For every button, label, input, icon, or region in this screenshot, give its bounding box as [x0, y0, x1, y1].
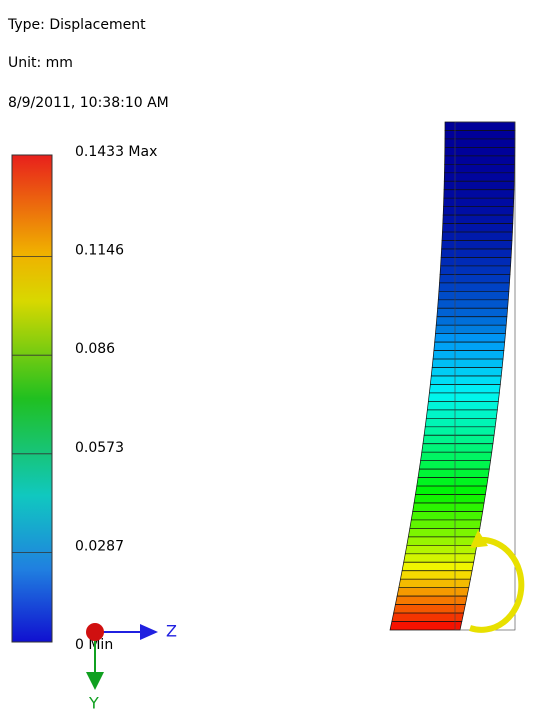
beam-segment [399, 579, 471, 587]
beam-segment [430, 376, 501, 384]
beam-segment [425, 418, 496, 426]
beam-segment [407, 537, 479, 545]
beam-segment [438, 291, 509, 299]
triad-origin [86, 623, 104, 641]
beam-segment [438, 300, 509, 308]
timestamp: 8/9/2011, 10:38:10 AM [8, 95, 169, 111]
beam-segment [390, 622, 462, 630]
beam-segment [435, 334, 506, 342]
beam-segment [423, 435, 494, 443]
beam-segment [443, 198, 513, 206]
z-label: Z [166, 622, 177, 641]
beam-segment [434, 342, 505, 350]
beam-segment [443, 207, 513, 215]
legend-label: 0.0287 [75, 538, 124, 554]
legend-label: 0.1146 [75, 243, 124, 259]
beam-segment [422, 444, 493, 452]
beam-segment [429, 384, 500, 392]
beam-segment [408, 528, 479, 536]
beam-segment [445, 139, 515, 147]
beam-segment [440, 266, 511, 274]
beam-segment [418, 469, 489, 477]
beam-segment [437, 308, 508, 316]
beam-segment [435, 325, 506, 333]
beam-segment [445, 122, 515, 130]
color-scale [12, 155, 52, 642]
beam-segment [444, 190, 514, 198]
beam-segment [405, 545, 477, 553]
beam-segment [441, 249, 511, 257]
beam-segment [395, 596, 467, 604]
beam-segment [400, 571, 472, 579]
beam-segment [444, 181, 514, 189]
legend-label: 0.086 [75, 341, 115, 357]
beam-segment [394, 605, 466, 613]
beam-segment [415, 486, 486, 494]
beam-segment [402, 562, 474, 570]
moment-arrow [470, 540, 521, 630]
beam-segment [427, 401, 498, 409]
beam-segment [411, 511, 482, 519]
beam-segment [414, 495, 485, 503]
beam-segment [392, 613, 464, 621]
beam-segment [432, 359, 503, 367]
y-label: Y [88, 694, 99, 713]
result-type: Type: Displacement [7, 17, 146, 33]
beam-segment [421, 452, 492, 460]
beam-segment [442, 224, 512, 232]
beam-segment [439, 283, 510, 291]
deformed-beam [390, 122, 515, 630]
beam-segment [413, 503, 484, 511]
beam-segment [424, 427, 495, 435]
z-arrowhead [140, 624, 158, 640]
beam-segment [397, 588, 469, 596]
legend-label: 0.0573 [75, 440, 124, 456]
beam-segment [431, 368, 502, 376]
y-arrowhead [86, 672, 104, 690]
beam-segment [404, 554, 476, 562]
beam-segment [443, 215, 513, 223]
beam-segment [428, 393, 499, 401]
beam-segment [417, 478, 488, 486]
legend-label: 0.1433 Max [75, 144, 157, 160]
viewport: Type: Displacement Unit: mm 8/9/2011, 10… [0, 0, 536, 714]
beam-segment [441, 257, 512, 265]
beam-segment [442, 241, 512, 249]
beam-segment [433, 351, 504, 359]
beam-segment [439, 274, 510, 282]
unit: Unit: mm [8, 55, 73, 71]
beam-segment [426, 410, 497, 418]
beam-segment [436, 317, 507, 325]
beam-segment [410, 520, 481, 528]
beam-segment [445, 130, 515, 138]
beam-segment [442, 232, 512, 240]
